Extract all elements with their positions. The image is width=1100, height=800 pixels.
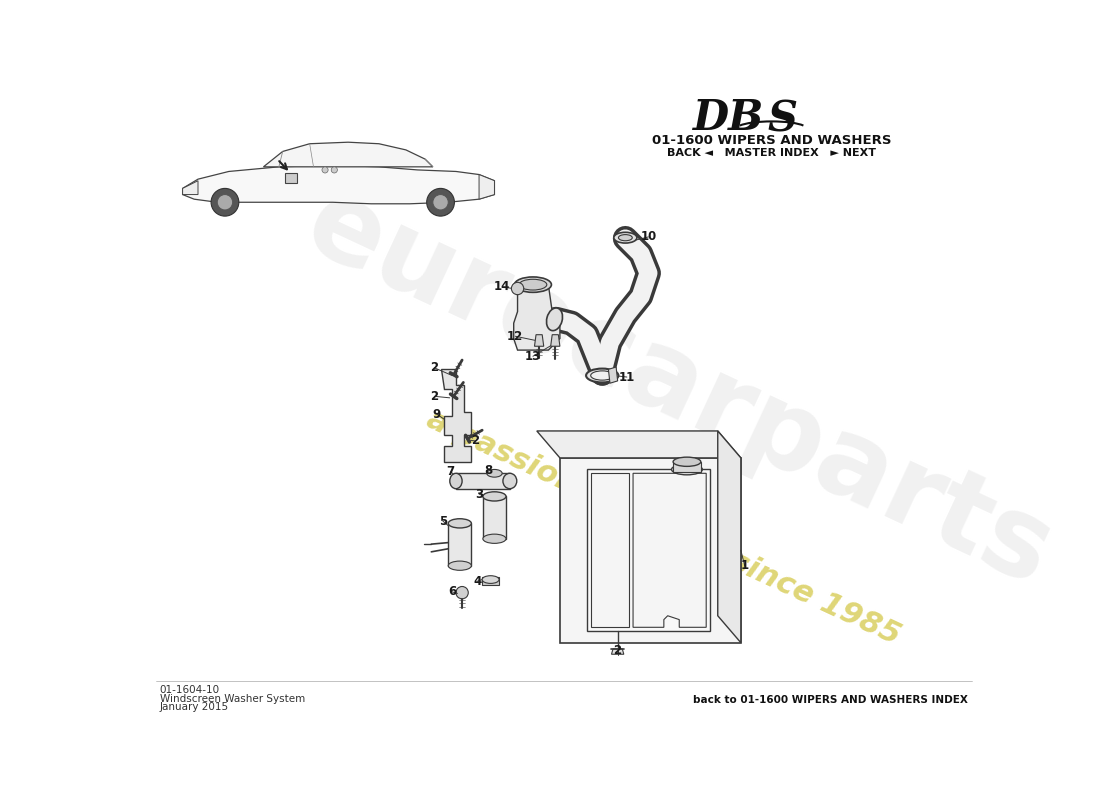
Text: 3: 3 [475, 487, 483, 501]
Polygon shape [440, 370, 472, 462]
Ellipse shape [671, 464, 703, 475]
Polygon shape [591, 474, 629, 627]
Polygon shape [514, 285, 560, 350]
Text: 8: 8 [484, 465, 493, 478]
Ellipse shape [586, 369, 618, 382]
Polygon shape [482, 578, 499, 585]
Text: back to 01-1600 WIPERS AND WASHERS INDEX: back to 01-1600 WIPERS AND WASHERS INDEX [693, 695, 968, 706]
Text: January 2015: January 2015 [160, 702, 229, 712]
Text: eurocarparts: eurocarparts [289, 169, 1069, 608]
Text: 7: 7 [447, 466, 454, 478]
Circle shape [455, 586, 469, 599]
Text: 14: 14 [494, 281, 510, 294]
Text: 1: 1 [740, 559, 749, 572]
Polygon shape [183, 166, 495, 204]
Polygon shape [587, 470, 711, 631]
Text: 2: 2 [430, 362, 439, 374]
Polygon shape [483, 496, 506, 538]
Ellipse shape [614, 232, 637, 243]
Polygon shape [673, 462, 701, 472]
Text: 2: 2 [430, 390, 439, 403]
Circle shape [512, 282, 524, 294]
Ellipse shape [547, 308, 562, 330]
Polygon shape [717, 431, 741, 642]
Text: 2: 2 [614, 644, 622, 657]
Polygon shape [285, 173, 297, 183]
Text: DB: DB [693, 97, 763, 138]
Text: 5: 5 [439, 514, 447, 527]
Text: 11: 11 [619, 370, 635, 383]
Ellipse shape [503, 474, 517, 489]
Polygon shape [560, 458, 741, 642]
Ellipse shape [519, 279, 547, 290]
Polygon shape [634, 474, 706, 627]
Polygon shape [480, 174, 495, 199]
Polygon shape [183, 181, 198, 194]
Text: S: S [768, 98, 798, 140]
Ellipse shape [449, 561, 472, 570]
Ellipse shape [449, 518, 472, 528]
Text: 13: 13 [525, 350, 541, 362]
Text: 6: 6 [448, 586, 456, 598]
Ellipse shape [486, 470, 502, 477]
Polygon shape [537, 431, 741, 458]
Polygon shape [455, 474, 510, 489]
Text: a passion for parts since 1985: a passion for parts since 1985 [422, 404, 905, 650]
Circle shape [322, 167, 328, 173]
Ellipse shape [591, 371, 614, 380]
Ellipse shape [483, 534, 506, 543]
Text: 12: 12 [507, 330, 524, 342]
Ellipse shape [515, 277, 551, 292]
Text: Windscreen Washer System: Windscreen Washer System [160, 694, 305, 704]
Polygon shape [608, 367, 618, 383]
Text: 4: 4 [473, 574, 482, 587]
Text: 9: 9 [432, 407, 441, 421]
Text: 01-1600 WIPERS AND WASHERS: 01-1600 WIPERS AND WASHERS [652, 134, 891, 147]
Text: 2: 2 [471, 434, 480, 447]
Text: 01-1604-10: 01-1604-10 [160, 686, 220, 695]
Circle shape [331, 167, 338, 173]
Polygon shape [449, 523, 472, 566]
Circle shape [218, 194, 232, 210]
Ellipse shape [618, 234, 632, 241]
Text: BACK ◄   MASTER INDEX   ► NEXT: BACK ◄ MASTER INDEX ► NEXT [667, 148, 876, 158]
Text: 10: 10 [640, 230, 657, 243]
Polygon shape [551, 334, 560, 346]
Ellipse shape [482, 576, 499, 583]
Circle shape [427, 188, 454, 216]
Circle shape [211, 188, 239, 216]
Ellipse shape [673, 457, 701, 466]
Ellipse shape [450, 474, 462, 489]
Ellipse shape [483, 492, 506, 501]
Polygon shape [612, 649, 624, 654]
Circle shape [433, 194, 449, 210]
Polygon shape [535, 334, 543, 346]
Polygon shape [264, 142, 433, 167]
